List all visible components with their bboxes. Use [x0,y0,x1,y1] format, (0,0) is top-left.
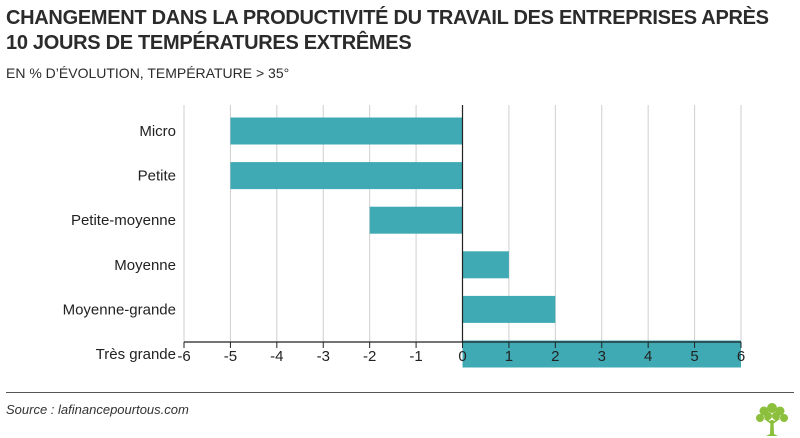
bar [230,117,463,145]
category-label: Très grande [96,346,176,363]
x-tick-label: 3 [598,348,606,365]
tree-logo-icon [756,403,788,436]
chart-subtitle: EN % D’ÉVOLUTION, TEMPÉRATURE > 35° [6,65,290,81]
x-tick-labels: -6 -5 -4 -3 -2 -1 0 1 2 3 4 5 6 [177,348,745,365]
source-text: Source : lafinancepourtous.com [6,402,189,417]
category-label: Micro [139,123,176,140]
x-tick-label: 6 [737,348,745,365]
category-labels: Micro Petite Petite-moyenne Moyenne Moyenne-… [63,123,176,363]
chart-title-line-1: CHANGEMENT DANS LA PRODUCTIVITÉ DU TRAVA… [6,7,769,29]
bar [230,162,463,190]
x-tick-label: 2 [551,348,559,365]
x-tick-label: -6 [177,348,190,365]
x-tick-label: 1 [505,348,513,365]
x-tick-label: 0 [458,348,466,365]
footer-divider [6,392,794,393]
x-tick-label: 5 [690,348,698,365]
category-label: Moyenne [114,257,176,274]
x-tick-label: -3 [317,348,330,365]
bar [369,206,463,234]
x-tick-label: 4 [644,348,652,365]
chart-title: CHANGEMENT DANS LA PRODUCTIVITÉ DU TRAVA… [6,6,786,56]
category-label: Moyenne-grande [63,301,176,318]
x-tick-label: -2 [363,348,376,365]
bar [462,295,556,323]
bar-chart: Micro Petite Petite-moyenne Moyenne Moyenne-… [63,105,745,368]
x-tick-label: -1 [409,348,422,365]
x-tick-label: -4 [270,348,283,365]
x-tick-label: -5 [224,348,237,365]
axes [183,105,742,348]
bars [230,117,741,368]
category-label: Petite-moyenne [71,212,176,229]
category-label: Petite [138,168,176,185]
bar [462,251,509,279]
chart-title-line-2: 10 JOURS DE TEMPÉRATURES EXTRÊMES [6,32,412,54]
